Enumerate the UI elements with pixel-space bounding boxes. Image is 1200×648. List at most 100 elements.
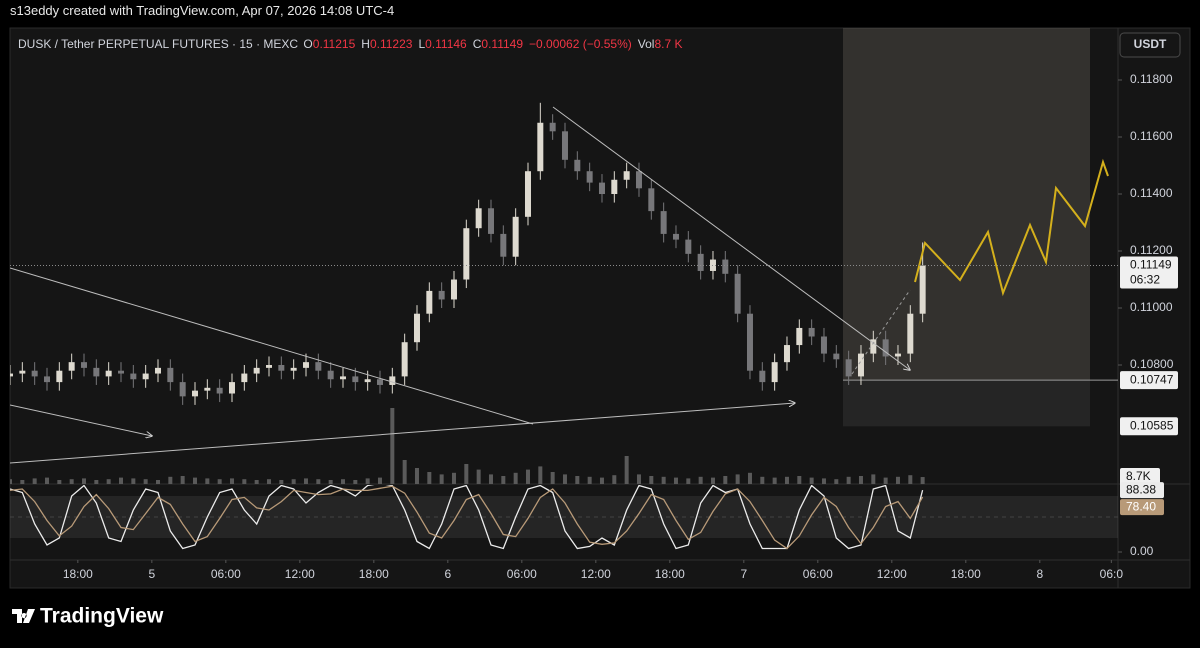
x-tick-label: 6 [444,567,451,581]
volume-bar [229,478,234,484]
volume-bar [858,476,863,484]
candle-body [167,367,174,383]
drawings [10,106,1109,464]
volume-badge [1120,468,1160,487]
oscillator-line [10,485,924,550]
level-label: 0.10747 [1130,372,1174,386]
volume-bar [303,478,308,484]
candle-body [697,253,704,271]
volume-bar [10,479,12,484]
x-tick-label: 18:00 [951,567,981,581]
trend-arrow [10,404,152,436]
oscillator-label: 78.40 [1126,499,1156,513]
volume-bar [797,476,802,484]
candle-body [204,387,211,391]
candle-body [833,353,840,360]
volume-bar [427,472,432,484]
volume-bar [414,468,419,484]
legend: DUSK / Tether PERPETUAL FUTURES · 15 · M… [18,37,688,51]
candle-body [783,345,790,363]
candle-body [660,211,667,234]
chart-panel [9,27,1191,589]
candle-body [598,182,605,195]
volume-bar [254,480,259,484]
volume-bar [451,472,456,484]
volume-bar [821,478,826,484]
candle-body [352,376,359,383]
candle-body [487,208,494,234]
y-tick-label: 0.10800 [1130,357,1174,371]
volume-bar [488,474,493,484]
volume-bar [340,479,345,484]
volume-bar [217,479,222,484]
x-tick-label: 12:00 [285,567,315,581]
volume-bar [661,476,666,484]
candle-body [10,373,13,377]
oscillator-label: 88.38 [1126,482,1156,496]
volume-bar [57,480,62,484]
brand-icon [12,609,35,623]
volume-bar [587,476,592,484]
projection-path [914,158,1109,297]
candle-body [339,376,346,380]
volume-bar [920,477,925,484]
level-badge [1120,371,1178,390]
candle-body [117,370,124,374]
candle-body [907,313,914,354]
volume-bar [390,408,395,484]
x-tick-label: 18:00 [655,567,685,581]
y-tick-label: 0.11200 [1130,243,1173,257]
candle-body [722,259,729,274]
x-tick-label: 5 [148,567,155,581]
candles [10,102,926,405]
volume-key: Vol [637,37,655,51]
volume-bar [772,477,777,484]
volume-bar [94,480,99,484]
ohlc-key: C [472,37,482,51]
trend-arrow [10,403,795,464]
volume-bar [784,476,789,484]
currency-button[interactable] [1119,32,1181,58]
brand-logo: TradingView [12,605,164,628]
volume-bar [525,469,530,484]
oscillator-line [10,485,924,550]
oscillator-badge [1120,482,1164,499]
dashed-line [851,289,911,375]
volume-bar [205,478,210,484]
volume-bar [131,478,136,484]
volume-bar [439,474,444,484]
volume-value: 8.7 K [654,37,683,51]
volume-bar [266,479,271,484]
candle-body [845,359,852,377]
volume-bar [846,476,851,484]
candle-body [228,382,235,394]
x-tick-label: 7 [740,567,747,581]
candle-body [68,362,75,371]
volume-bar [464,464,469,484]
currency-label[interactable]: USDT [1134,37,1167,51]
candle-body [278,365,285,371]
candle-body [919,265,926,314]
trend-line [10,267,534,425]
x-tick-label: 8 [1036,567,1043,581]
candle-body [179,382,186,397]
volume-bar [44,477,49,484]
y-tick-label: 0.11600 [1130,129,1173,143]
volume-bar [747,472,752,484]
volume-bar [328,480,333,484]
candle-body [142,373,149,380]
candle-body [327,370,334,380]
level-badge [1120,417,1178,436]
candle-body [93,367,100,377]
volume-bar [32,478,37,484]
volume-bar [106,479,111,484]
candle-body [512,216,519,257]
volume-bar [575,476,580,484]
volume-bar [649,476,654,484]
stop-zone [843,380,1090,427]
volume-bar [599,477,604,484]
volume-bar [69,479,74,484]
candle-body [105,370,112,377]
candle-body [216,387,223,394]
candle-body [537,122,544,172]
